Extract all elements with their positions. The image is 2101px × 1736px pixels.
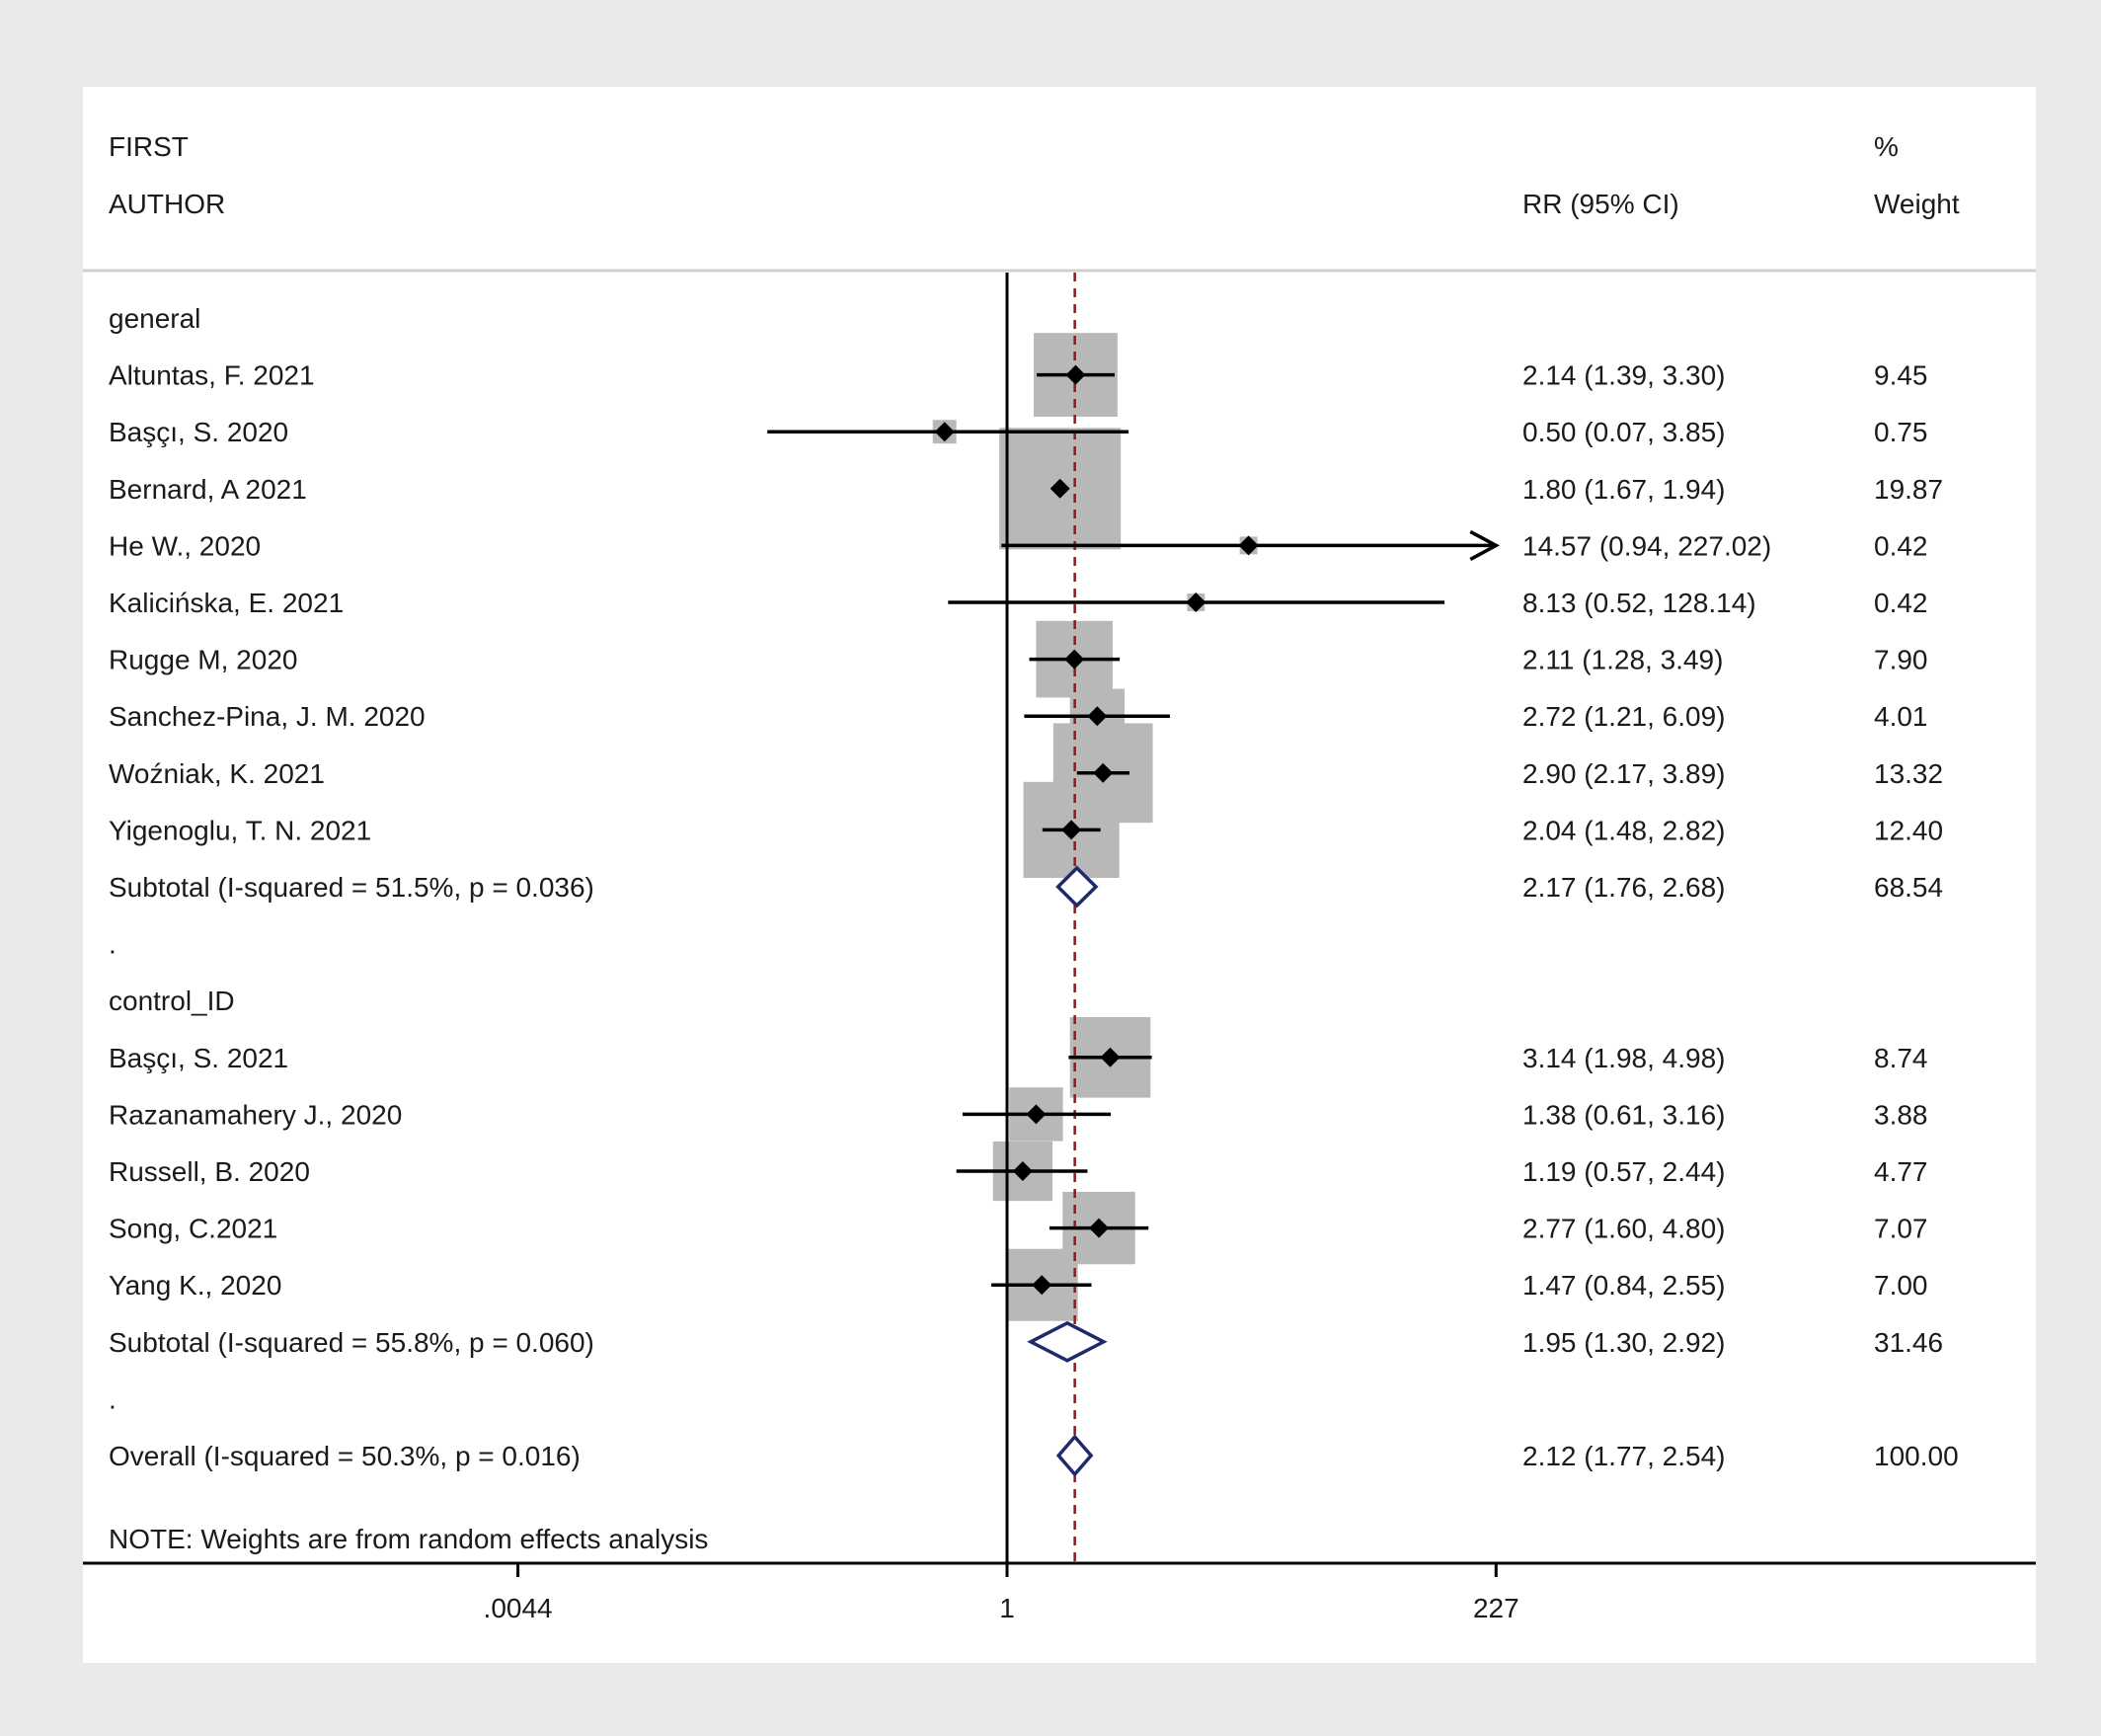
weight-text: 9.45 [1874,360,1928,391]
weight-text: 8.74 [1874,1043,1928,1073]
overall-diamond [1055,1434,1094,1477]
ci-text: 2.77 (1.60, 4.80) [1522,1214,1725,1244]
point-estimate [1061,820,1082,840]
ci-text: 1.19 (0.57, 2.44) [1522,1156,1725,1187]
point-estimate [1087,706,1108,727]
x-tick-label: 1 [999,1593,1015,1623]
study-label: Başçı, S. 2021 [109,1043,288,1073]
point-estimate [1186,592,1206,612]
ci-marks [767,364,1501,1477]
study-label: Yigenoglu, T. N. 2021 [109,815,371,845]
ci-text: 1.38 (0.61, 3.16) [1522,1099,1725,1130]
ci-text: 2.17 (1.76, 2.68) [1522,872,1725,903]
study-label: Sanchez-Pina, J. M. 2020 [109,701,426,732]
weight-text: 4.77 [1874,1156,1928,1187]
ci-text: 2.04 (1.48, 2.82) [1522,815,1725,845]
ci-text: 2.90 (2.17, 3.89) [1522,758,1725,789]
ci-text: 1.95 (1.30, 2.92) [1522,1327,1725,1358]
group-label: control_ID [109,986,235,1016]
point-estimate [1050,478,1070,499]
ci-text: 3.14 (1.98, 4.98) [1522,1043,1725,1073]
weight-text: 0.42 [1874,588,1928,618]
subtotal-label: Subtotal (I-squared = 55.8%, p = 0.060) [109,1327,594,1358]
subtotal-diamond [1027,1320,1108,1363]
overall-label: Overall (I-squared = 50.3%, p = 0.016) [109,1441,581,1471]
header-percent: % [1874,131,1899,162]
spacer-label: . [109,929,117,960]
point-estimate [1065,364,1086,385]
ci-text: 1.47 (0.84, 2.55) [1522,1270,1725,1301]
ci-arrow [1469,529,1501,561]
footnote: NOTE: Weights are from random effects an… [109,1524,708,1554]
subtotal-label: Subtotal (I-squared = 51.5%, p = 0.036) [109,872,594,903]
subtotal-diamond [1055,865,1099,908]
ci-text: 2.72 (1.21, 6.09) [1522,701,1725,732]
point-estimate [1032,1275,1052,1296]
weight-text: 0.75 [1874,417,1928,447]
ci-text: 2.11 (1.28, 3.49) [1522,645,1723,675]
header-author: AUTHOR [109,189,225,219]
study-label: Kalicińska, E. 2021 [109,588,344,618]
ci-text: 14.57 (0.94, 227.02) [1522,530,1771,561]
study-label: He W., 2020 [109,530,261,561]
x-axis: .0044 1 227 [83,1561,2036,1623]
point-estimate [1064,649,1085,670]
header-rr-ci: RR (95% CI) [1522,189,1679,219]
study-label: Altuntas, F. 2021 [109,360,315,391]
weight-text: 7.00 [1874,1270,1928,1301]
point-estimate [1100,1047,1121,1067]
point-estimate [1089,1218,1110,1238]
ci-text: 8.13 (0.52, 128.14) [1522,588,1756,618]
point-estimate [934,422,955,442]
weight-text: 7.90 [1874,645,1928,675]
weight-text: 13.32 [1874,758,1943,789]
weight-text: 7.07 [1874,1214,1928,1244]
study-label: Rugge M, 2020 [109,645,297,675]
weight-text: 0.42 [1874,530,1928,561]
ci-text: 2.12 (1.77, 2.54) [1522,1441,1725,1471]
weight-text: 19.87 [1874,474,1943,505]
row-labels: general Altuntas, F. 2021 2.14 (1.39, 3.30… [109,303,1959,1471]
point-estimate [1238,535,1259,556]
point-estimate [1012,1161,1033,1181]
x-tick-label: 227 [1473,1593,1519,1623]
study-label: Bernard, A 2021 [109,474,307,505]
group-label: general [109,303,200,334]
study-label: Yang K., 2020 [109,1270,281,1301]
header-first: FIRST [109,131,189,162]
study-label: Woźniak, K. 2021 [109,758,325,789]
weight-text: 68.54 [1874,872,1943,903]
point-estimate [1026,1104,1047,1125]
weight-text: 3.88 [1874,1099,1928,1130]
ci-text: 1.80 (1.67, 1.94) [1522,474,1725,505]
x-tick-label: .0044 [484,1593,553,1623]
ci-text: 2.14 (1.39, 3.30) [1522,360,1725,391]
study-label: Razanamahery J., 2020 [109,1099,402,1130]
ci-text: 0.50 (0.07, 3.85) [1522,417,1725,447]
weight-text: 4.01 [1874,701,1928,732]
study-label: Russell, B. 2020 [109,1156,310,1187]
study-label: Song, C.2021 [109,1214,277,1244]
spacer-label: . [109,1383,117,1414]
point-estimate [1093,762,1114,783]
weight-text: 12.40 [1874,815,1943,845]
study-label: Başçı, S. 2020 [109,417,288,447]
weight-text: 100.00 [1874,1441,1959,1471]
weight-text: 31.46 [1874,1327,1943,1358]
header-weight: Weight [1874,189,1960,219]
